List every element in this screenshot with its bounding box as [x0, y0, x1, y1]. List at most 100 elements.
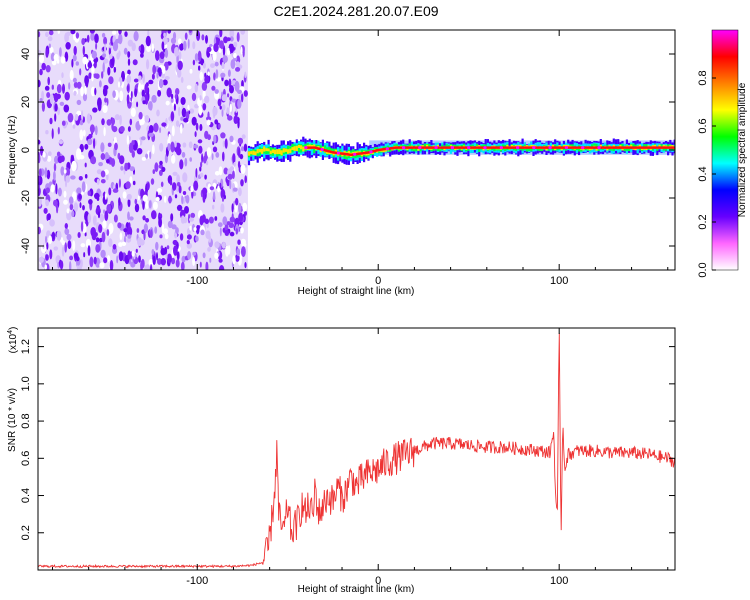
noise-speckle — [126, 85, 129, 92]
noise-speckle — [206, 147, 212, 158]
noise-speckle — [112, 188, 119, 193]
noise-speckle — [197, 50, 202, 62]
spectrogram-y-label: Frequency (Hz) — [7, 116, 18, 185]
noise-speckle — [45, 254, 49, 261]
noise-speckle — [237, 160, 241, 169]
noise-speckle — [107, 255, 111, 262]
noise-speckle — [231, 203, 234, 213]
noise-speckle — [119, 114, 122, 126]
noise-speckle — [180, 97, 186, 105]
noise-speckle — [109, 260, 114, 270]
signal-cell — [276, 149, 279, 155]
noise-speckle — [207, 183, 212, 194]
noise-speckle — [80, 86, 84, 97]
noise-speckle — [220, 203, 225, 213]
noise-speckle — [103, 58, 109, 64]
spectrogram-ticks: -100 0 100 -40 -20 0 20 40 — [20, 30, 675, 287]
noise-speckle — [158, 216, 163, 228]
noise-speckle — [151, 249, 155, 255]
noise-speckle — [219, 30, 223, 38]
noise-speckle — [202, 192, 206, 203]
noise-speckle — [152, 201, 158, 210]
noise-speckle — [220, 132, 226, 139]
noise-speckle — [118, 30, 122, 35]
noise-speckle — [63, 169, 67, 174]
noise-speckle — [151, 144, 155, 155]
noise-speckle — [235, 197, 239, 206]
noise-speckle — [143, 223, 148, 233]
noise-speckle — [102, 53, 107, 58]
noise-speckle — [217, 185, 221, 193]
signal-cell — [343, 150, 346, 155]
noise-speckle — [205, 230, 211, 239]
signal-cell — [287, 145, 290, 153]
noise-speckle — [148, 200, 152, 209]
noise-speckle — [175, 147, 182, 156]
noise-speckle — [38, 175, 41, 183]
noise-speckle — [133, 30, 139, 42]
noise-speckle — [87, 213, 92, 224]
noise-speckle — [241, 93, 244, 103]
noise-speckle — [224, 79, 229, 87]
noise-speckle — [38, 139, 41, 145]
noise-speckle — [65, 175, 71, 183]
noise-speckle — [183, 117, 189, 123]
noise-speckle — [112, 30, 117, 35]
noise-speckle — [153, 122, 159, 133]
snr-y-tick-label: 0.8 — [20, 413, 32, 428]
noise-speckle — [151, 43, 154, 52]
noise-speckle — [209, 186, 215, 191]
noise-speckle — [90, 227, 96, 237]
colorbar-swatch — [711, 29, 739, 271]
noise-speckle — [57, 187, 62, 197]
noise-speckle — [226, 37, 231, 42]
signal-cell — [319, 145, 322, 151]
noise-speckle — [141, 89, 145, 98]
noise-speckle — [48, 43, 51, 49]
signal-cell — [595, 147, 598, 151]
noise-speckle — [206, 119, 211, 126]
noise-speckle — [164, 233, 169, 240]
noise-speckle — [66, 233, 72, 241]
noise-speckle — [100, 191, 103, 199]
noise-speckle — [155, 50, 160, 61]
noise-speckle — [163, 228, 169, 235]
signal-cell — [295, 145, 298, 151]
noise-speckle — [71, 58, 74, 68]
noise-speckle — [147, 101, 153, 110]
noise-speckle — [200, 161, 203, 168]
noise-speckle — [139, 44, 145, 55]
noise-speckle — [60, 155, 65, 162]
noise-speckle — [227, 93, 230, 98]
noise-speckle — [108, 187, 112, 196]
signal-cell — [482, 147, 485, 151]
noise-speckle — [192, 59, 196, 66]
noise-speckle — [159, 142, 164, 152]
noise-speckle — [151, 210, 157, 220]
noise-speckle — [177, 69, 182, 78]
noise-speckle — [190, 212, 196, 219]
noise-speckle — [98, 162, 103, 167]
noise-speckle — [73, 202, 79, 212]
noise-speckle — [188, 30, 192, 33]
noise-speckle — [48, 235, 52, 245]
noise-speckle — [59, 47, 62, 57]
noise-speckle — [131, 140, 135, 146]
noise-speckle — [229, 85, 234, 94]
signal-cell — [297, 143, 301, 153]
noise-speckle — [101, 231, 106, 243]
noise-speckle — [67, 240, 72, 250]
noise-speckle — [168, 133, 171, 141]
noise-speckle — [127, 211, 130, 221]
noise-speckle — [181, 107, 187, 118]
noise-speckle — [182, 172, 188, 183]
noise-speckle — [159, 51, 165, 60]
noise-speckle — [145, 264, 151, 270]
noise-speckle — [179, 233, 184, 241]
snr-ticks: -100 0 100 0.2 0.4 0.6 0.8 1.0 1.2 — [20, 328, 675, 587]
noise-speckle — [127, 69, 131, 75]
noise-speckle — [63, 190, 67, 198]
noise-speckle — [214, 119, 219, 125]
noise-speckle — [159, 234, 163, 239]
noise-speckle — [227, 173, 233, 180]
